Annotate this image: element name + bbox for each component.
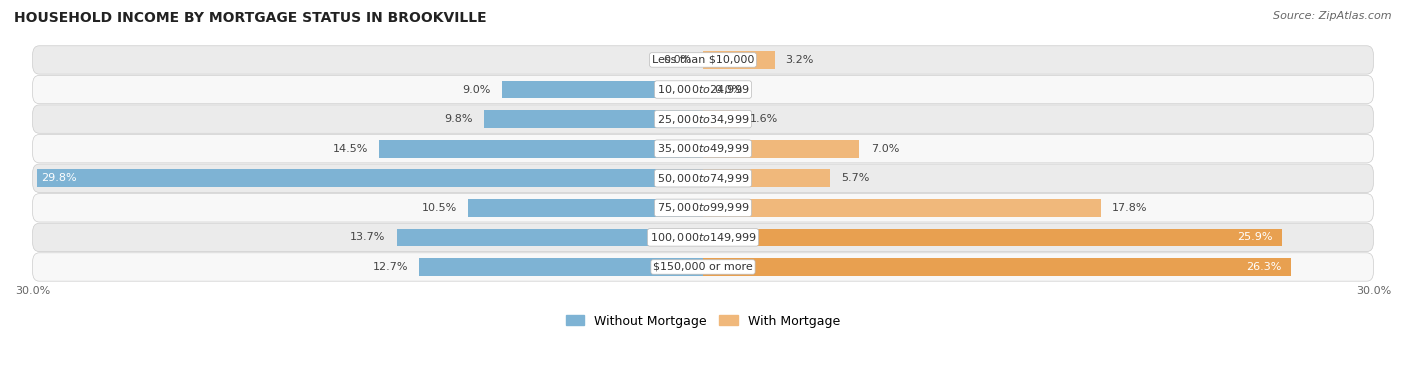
FancyBboxPatch shape [32, 75, 1374, 104]
Text: 0.0%: 0.0% [714, 84, 742, 95]
Text: 29.8%: 29.8% [42, 173, 77, 183]
Bar [502, 81, 703, 98]
Text: 10.5%: 10.5% [422, 203, 457, 213]
Text: 0.0%: 0.0% [664, 55, 692, 65]
Text: 14.5%: 14.5% [332, 144, 368, 154]
Bar [468, 199, 703, 217]
Text: $10,000 to $24,999: $10,000 to $24,999 [657, 83, 749, 96]
Bar [703, 140, 859, 158]
Text: 9.8%: 9.8% [444, 114, 472, 124]
Bar [703, 110, 738, 128]
FancyBboxPatch shape [32, 194, 1374, 222]
FancyBboxPatch shape [32, 135, 1374, 163]
Text: $25,000 to $34,999: $25,000 to $34,999 [657, 113, 749, 126]
Text: 26.3%: 26.3% [1246, 262, 1282, 272]
Bar [419, 258, 703, 276]
Text: 9.0%: 9.0% [463, 84, 491, 95]
Text: 17.8%: 17.8% [1112, 203, 1147, 213]
Text: 1.6%: 1.6% [749, 114, 778, 124]
Text: 5.7%: 5.7% [842, 173, 870, 183]
Text: HOUSEHOLD INCOME BY MORTGAGE STATUS IN BROOKVILLE: HOUSEHOLD INCOME BY MORTGAGE STATUS IN B… [14, 11, 486, 25]
Bar [484, 110, 703, 128]
Text: 25.9%: 25.9% [1237, 232, 1272, 242]
Text: $100,000 to $149,999: $100,000 to $149,999 [650, 231, 756, 244]
Bar [703, 199, 1101, 217]
FancyBboxPatch shape [32, 105, 1374, 133]
Text: Source: ZipAtlas.com: Source: ZipAtlas.com [1274, 11, 1392, 21]
Bar [703, 169, 831, 187]
Legend: Without Mortgage, With Mortgage: Without Mortgage, With Mortgage [565, 314, 841, 328]
Text: $35,000 to $49,999: $35,000 to $49,999 [657, 142, 749, 155]
Text: $50,000 to $74,999: $50,000 to $74,999 [657, 172, 749, 185]
Bar [37, 169, 703, 187]
Bar [703, 51, 775, 69]
Text: $75,000 to $99,999: $75,000 to $99,999 [657, 201, 749, 215]
Text: Less than $10,000: Less than $10,000 [652, 55, 754, 65]
Bar [380, 140, 703, 158]
FancyBboxPatch shape [32, 223, 1374, 251]
Text: 7.0%: 7.0% [870, 144, 898, 154]
FancyBboxPatch shape [32, 164, 1374, 192]
FancyBboxPatch shape [32, 253, 1374, 281]
Bar [703, 228, 1282, 246]
Text: 3.2%: 3.2% [786, 55, 814, 65]
Text: 12.7%: 12.7% [373, 262, 408, 272]
Bar [703, 258, 1291, 276]
Bar [396, 228, 703, 246]
Text: 13.7%: 13.7% [350, 232, 385, 242]
FancyBboxPatch shape [32, 46, 1374, 74]
Text: $150,000 or more: $150,000 or more [654, 262, 752, 272]
